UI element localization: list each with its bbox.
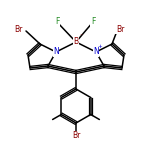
Text: Br: Br [14, 24, 22, 33]
Text: Br: Br [72, 131, 80, 140]
Text: ⁻: ⁻ [79, 35, 83, 40]
Text: N: N [93, 47, 99, 57]
Text: F: F [55, 17, 59, 26]
Text: F: F [91, 17, 95, 26]
Text: Br: Br [116, 24, 124, 33]
Text: N: N [53, 47, 59, 57]
Text: B: B [73, 38, 79, 47]
Text: +: + [98, 45, 102, 50]
